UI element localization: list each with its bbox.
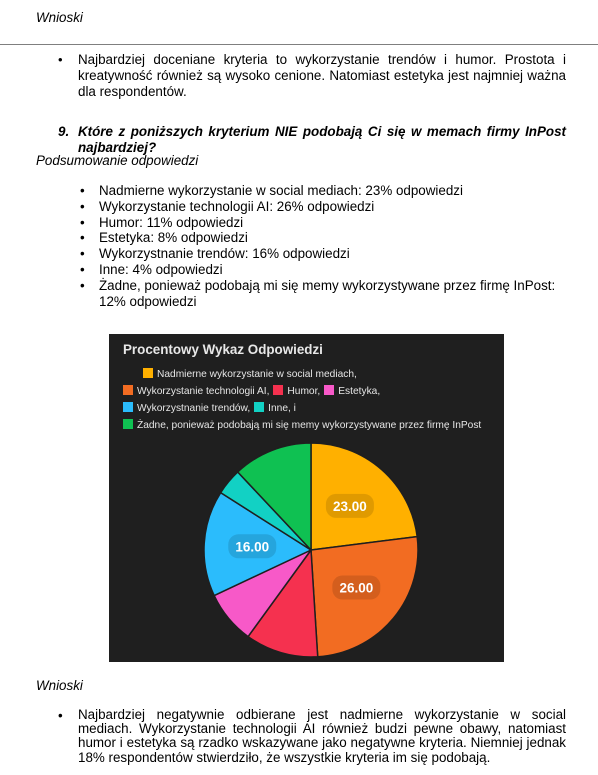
header-title: Wnioski	[36, 10, 83, 25]
bullet-dot: •	[80, 277, 85, 293]
legend-label: Wykorzystanie technologii AI,	[137, 386, 270, 397]
answer-text: Inne: 4% odpowiedzi	[99, 261, 223, 277]
legend-swatch	[123, 402, 133, 412]
legend-swatch	[123, 419, 133, 429]
legend-label: Nadmierne wykorzystanie w social mediach…	[157, 369, 357, 380]
legend-label: Inne, i	[268, 403, 296, 414]
pie-slice[interactable]	[310, 535, 419, 658]
summary-label: Podsumowanie odpowiedzi	[36, 153, 199, 168]
answer-text: Humor: 11% odpowiedzi	[99, 214, 244, 230]
list-item: • Humor: 11% odpowiedzi	[80, 215, 580, 231]
list-item: • Estetyka: 8% odpowiedzi	[80, 230, 580, 246]
list-item: • Wykorzystanie technologii AI: 26% odpow…	[80, 199, 580, 215]
label-background	[332, 575, 381, 600]
legend-item[interactable]: Humor,	[273, 385, 320, 397]
conclusion-title: Wnioski	[36, 678, 83, 693]
answer-text: Nadmierne wykorzystanie w social mediach…	[99, 183, 463, 198]
question-number: 9.	[58, 124, 70, 139]
legend-label: Estetyka,	[338, 386, 381, 397]
pie-slice[interactable]	[247, 547, 319, 658]
pie-svg: 23.00 26.00 16.00	[203, 442, 419, 658]
header-divider	[0, 44, 598, 45]
question-text: Które z poniższych kryterium NIE podobaj…	[78, 124, 566, 155]
legend-item[interactable]: Wykorzystanie technologii AI,	[123, 385, 269, 397]
legend-swatch	[324, 385, 335, 395]
legend-swatch	[273, 385, 284, 395]
label-text: 23.00	[333, 499, 367, 514]
bullet-dot: •	[80, 198, 85, 214]
label-background	[228, 534, 277, 559]
legend-swatch	[123, 385, 133, 395]
chart-title: Procentowy Wykaz Odpowiedzi	[123, 342, 323, 357]
label-text: 26.00	[339, 581, 373, 596]
label-background	[325, 493, 374, 518]
legend-label: Żadne, ponieważ podobają mi się memy wyk…	[137, 420, 482, 431]
answer-text: Wykorzystanie technologii AI: 26% odpowi…	[99, 198, 375, 214]
bullet-dot: •	[80, 246, 85, 262]
list-item: • Inne: 4% odpowiedzi	[80, 262, 580, 278]
list-item: • Wykorzystnanie trendów: 16% odpowiedzi	[80, 246, 580, 262]
bullet-dot: •	[80, 261, 85, 277]
conclusion-text: Najbardziej doceniane kryteria to wykorz…	[78, 52, 566, 99]
slice-value-label: 16.00	[228, 534, 277, 559]
answer-text: Żadne, ponieważ podobają mi się memy wyk…	[99, 277, 556, 309]
legend-item[interactable]: Estetyka,	[324, 385, 380, 397]
answer-text: Estetyka: 8% odpowiedzi	[99, 230, 248, 246]
pie-slice[interactable]	[236, 442, 312, 552]
list-item: • Żadne, ponieważ podobają mi się memy wy…	[80, 278, 580, 310]
legend-item[interactable]: Żadne, ponieważ podobają mi się memy wyk…	[123, 419, 481, 431]
legend-label: Wykorzystnanie trendów,	[137, 403, 251, 414]
pie-slice[interactable]	[203, 491, 313, 597]
bullet-dot: •	[80, 230, 85, 246]
bullet-dot: •	[58, 52, 63, 67]
legend-item[interactable]: Inne, i	[254, 402, 296, 414]
slice-value-label: 23.00	[325, 493, 374, 518]
pie-chart: Procentowy Wykaz Odpowiedzi Nadmierne wy…	[109, 334, 504, 662]
bullet-dot: •	[80, 183, 85, 198]
bullet-dot: •	[58, 708, 63, 723]
answer-text: Wykorzystnanie trendów: 16% odpowiedzi	[99, 246, 350, 262]
legend-item[interactable]: Nadmierne wykorzystanie w social mediach…	[143, 368, 357, 380]
legend-item[interactable]: Wykorzystnanie trendów,	[123, 402, 250, 414]
legend-swatch	[254, 402, 265, 412]
legend-swatch	[143, 368, 153, 378]
bullet-dot: •	[80, 214, 85, 230]
conclusion-text: Najbardziej negatywnie odbierane jest na…	[78, 707, 566, 765]
pie-slice[interactable]	[310, 442, 418, 551]
label-text: 16.00	[235, 539, 269, 554]
answers-list: • Nadmierne wykorzystanie w social mediac…	[80, 183, 580, 309]
legend-label: Humor,	[287, 386, 321, 397]
slice-value-label: 26.00	[332, 575, 381, 600]
list-item: • Nadmierne wykorzystanie w social mediac…	[80, 183, 580, 199]
